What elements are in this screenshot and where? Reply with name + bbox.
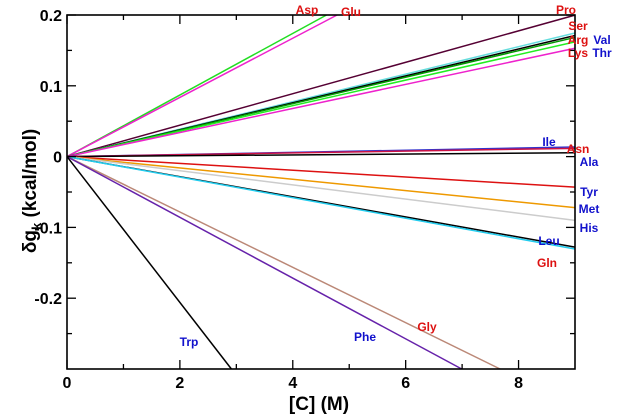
series-label-ala: Ala (580, 155, 599, 169)
series-label-trp: Trp (180, 335, 199, 349)
series-label-ser: Ser (568, 19, 588, 33)
series-line-pro (66, 14, 576, 158)
x-tick-label: 8 (514, 375, 523, 392)
x-tick-label: 2 (175, 375, 184, 392)
plot-lines (66, 14, 576, 370)
series-label-his: His (580, 221, 599, 235)
series-label-val: Val (593, 33, 610, 47)
series-line-gly (66, 155, 501, 370)
series-label-tyr: Tyr (580, 185, 598, 199)
series-line-his (66, 155, 576, 222)
series-line-gln (66, 155, 576, 250)
axis-tick-labels: 0 2 4 6 8 -0.2 -0.1 0 0.1 0.2 (34, 8, 523, 392)
y-axis-title-main: δg (20, 230, 41, 253)
series-line-asp (66, 14, 327, 158)
y-tick-label: 0.1 (40, 79, 62, 96)
y-axis-title: δgk (kcal/mol) (20, 129, 44, 253)
series-line-thr (66, 41, 576, 158)
y-axis-title-rest: (kcal/mol) (20, 129, 41, 223)
y-tick-label: -0.2 (34, 291, 62, 308)
series-label-pro: Pro (556, 3, 576, 17)
x-tick-label: 6 (401, 375, 410, 392)
series-line-tyr (66, 155, 576, 188)
x-tick-label: 4 (288, 375, 297, 392)
series-line-met (66, 155, 576, 209)
y-tick-label: -0.1 (34, 220, 62, 237)
series-label-asn: Asn (567, 142, 590, 156)
series-line-lys (66, 47, 576, 158)
series-label-phe: Phe (354, 330, 376, 344)
plot-frame (66, 14, 576, 370)
series-label-ile: Ile (542, 135, 556, 149)
series-label-thr: Thr (592, 46, 612, 60)
series-line-glu (66, 14, 338, 158)
series-label-leu: Leu (538, 234, 559, 248)
series-label-gly: Gly (417, 320, 437, 334)
series-label-lys: Lys (568, 46, 589, 60)
series-line-phe (66, 155, 463, 370)
x-axis-title: [C] (M) (289, 394, 349, 415)
series-line-ala (66, 152, 576, 158)
x-tick-label: 0 (63, 375, 72, 392)
series-label-gln: Gln (537, 256, 557, 270)
series-label-asp: Asp (296, 3, 319, 17)
series-line-trp (66, 156, 232, 370)
series-label-arg: Arg (568, 33, 589, 47)
axis-ticks (66, 14, 575, 369)
y-tick-label: 0 (53, 150, 62, 167)
series-label-met: Met (579, 202, 600, 216)
y-axis-title-subscript: k (29, 222, 44, 230)
y-tick-label: 0.2 (40, 8, 62, 25)
series-label-glu: Glu (341, 5, 361, 19)
